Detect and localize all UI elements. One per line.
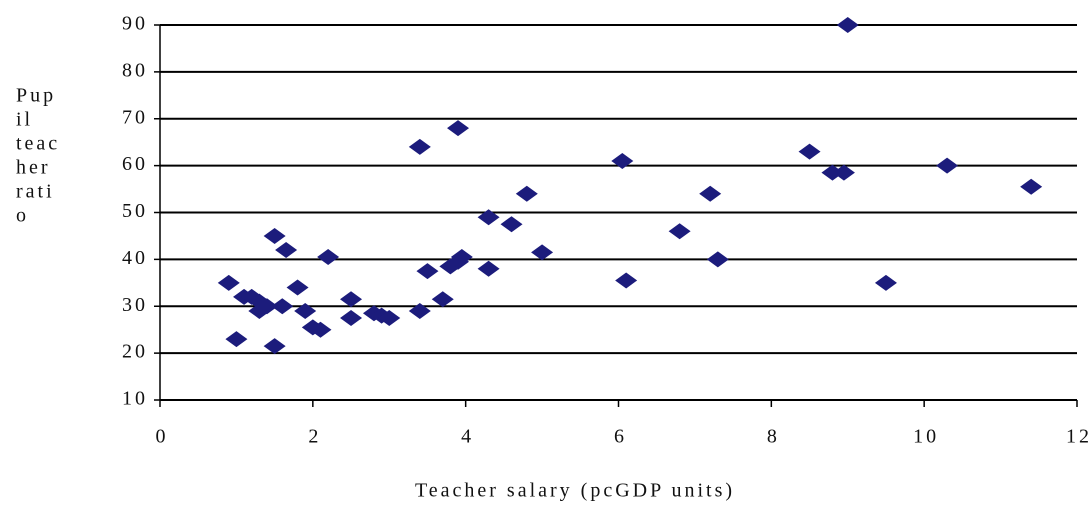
y-axis-label: teac [16, 133, 60, 155]
point [1020, 178, 1043, 195]
point [874, 274, 897, 291]
y-axis-label: Pup [16, 85, 56, 107]
point [340, 291, 363, 308]
point [836, 17, 859, 33]
point [416, 263, 439, 280]
point [294, 302, 317, 319]
y-axis-label: il [16, 109, 33, 131]
point [431, 291, 454, 308]
point [531, 244, 554, 261]
x-axis-label: Teacher salary (pcGDP units) [415, 480, 735, 502]
point [450, 249, 473, 266]
point [477, 260, 500, 277]
x-tick-label: 6 [614, 426, 627, 448]
point [798, 143, 821, 160]
y-tick-label: 30 [122, 294, 148, 316]
point [309, 321, 332, 338]
point [286, 279, 309, 296]
y-tick-label: 80 [122, 59, 148, 81]
point [611, 152, 634, 169]
point [255, 298, 278, 315]
y-tick-label: 70 [122, 106, 148, 128]
point [217, 274, 240, 291]
point [706, 251, 729, 268]
x-tick-label: 2 [308, 426, 321, 448]
point [447, 120, 470, 137]
point [832, 164, 855, 181]
point [378, 309, 401, 326]
point [408, 138, 431, 155]
point [275, 242, 298, 258]
point [821, 164, 844, 181]
point [225, 331, 248, 348]
y-tick-label: 10 [122, 388, 148, 410]
x-tick-label: 0 [156, 426, 169, 448]
point [317, 249, 340, 266]
point [240, 288, 263, 305]
point [515, 185, 538, 202]
x-tick-label: 8 [767, 426, 780, 448]
x-tick-label: 12 [1066, 426, 1090, 448]
x-tick-label: 4 [461, 426, 474, 448]
point [699, 185, 722, 202]
point [408, 302, 431, 319]
y-tick-label: 60 [122, 153, 148, 175]
y-tick-label: 40 [122, 247, 148, 269]
y-tick-label: 20 [122, 341, 148, 363]
x-tick-label: 10 [913, 426, 939, 448]
y-tick-label: 90 [122, 13, 148, 35]
point [263, 227, 286, 244]
point [500, 216, 523, 233]
point [263, 338, 286, 355]
y-axis-label: her [16, 157, 51, 179]
point [477, 209, 500, 226]
point [615, 272, 638, 289]
point [668, 223, 691, 240]
y-tick-label: 50 [122, 200, 148, 222]
y-axis-label: o [16, 205, 29, 227]
point [936, 157, 959, 174]
point [340, 309, 363, 326]
point [271, 298, 294, 315]
y-axis-label: rati [16, 181, 55, 203]
